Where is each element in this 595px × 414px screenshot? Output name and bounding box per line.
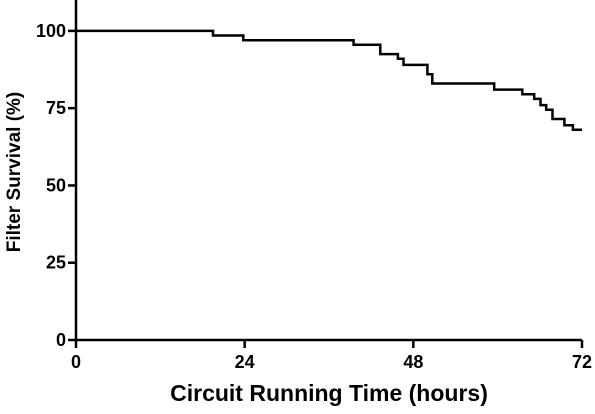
plot-area [76, 29, 582, 132]
x-tick-label: 0 [71, 352, 81, 372]
x-tick-label: 72 [572, 352, 592, 372]
y-axis-title: Filter Survival (%) [4, 92, 25, 253]
y-tick-label: 50 [46, 175, 66, 195]
y-axis-ticks: 0 25 50 75 100 [36, 21, 76, 350]
y-tick-label: 75 [46, 98, 66, 118]
survival-curve-line [76, 29, 582, 132]
x-tick-label: 24 [235, 352, 255, 372]
y-tick-label: 25 [46, 253, 66, 273]
x-axis-ticks: 0 24 48 72 [71, 340, 592, 372]
x-axis-title: Circuit Running Time (hours) [170, 380, 488, 406]
x-tick-label: 48 [403, 352, 423, 372]
y-tick-label: 0 [56, 330, 66, 350]
y-tick-label: 100 [36, 21, 66, 41]
